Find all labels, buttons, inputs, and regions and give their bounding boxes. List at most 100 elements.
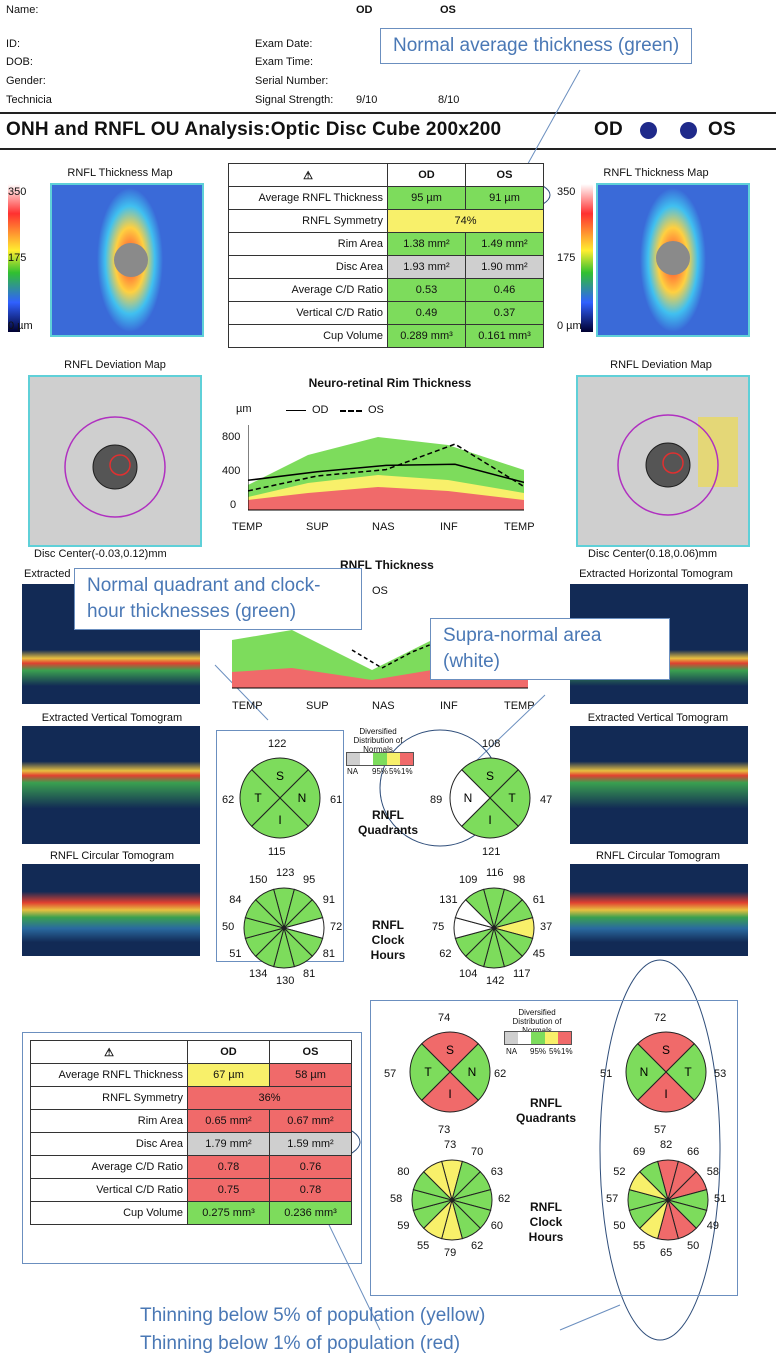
q1os-quadrant-letter: S: [486, 769, 494, 783]
clock-hour-value: 45: [532, 948, 545, 960]
thickness-map-title-od: RNFL Thickness Map: [67, 167, 173, 179]
legend-os-line: [340, 410, 362, 412]
q1os-sector-3: [449, 769, 491, 827]
swatch-5: [386, 753, 400, 765]
c1os-clock-11: [465, 888, 495, 930]
clock-hour-value: 131: [439, 894, 458, 906]
table2-head-od: OD: [187, 1040, 270, 1064]
q2od-sector-0: [421, 1031, 479, 1073]
q2-od-top: 74: [438, 1012, 451, 1024]
rim-chart-svg: [248, 425, 524, 511]
clock-hour-value: 134: [249, 967, 268, 980]
value-os: 0.67 mm²: [269, 1109, 352, 1133]
value-od: 0.289 mm³: [387, 324, 466, 348]
c2od-clock-11: [423, 1160, 453, 1202]
row-label: Vertical C/D Ratio: [228, 301, 388, 325]
value-od: 95 µm: [387, 186, 466, 210]
table-row: Average C/D Ratio 0.53 0.46: [228, 278, 544, 302]
legend2-95: 95%: [530, 1047, 547, 1056]
optic-disc-os: [656, 241, 690, 275]
tick-x-inf: INF: [440, 521, 458, 533]
table-row: Disc Area 1.79 mm² 1.59 mm²: [30, 1132, 352, 1156]
circular-title-od: RNFL Circular Tomogram: [49, 850, 175, 862]
clock-label-1: Clock: [371, 933, 405, 947]
callout-normal-average: Normal average thickness (green): [380, 28, 693, 64]
clock-hour-value: 73: [444, 1139, 457, 1151]
q2os-sector-3: [625, 1043, 667, 1101]
tomogram-circular-os: [570, 864, 748, 956]
legend-od-label: OD: [312, 404, 329, 416]
deviation-map-od: [28, 375, 202, 547]
q2od-sector-2: [421, 1071, 479, 1113]
value-od: 0.275 mm³: [187, 1201, 270, 1225]
extracted-h-title-os: Extracted Horizontal Tomogram: [579, 568, 733, 580]
q2od-quadrant-letter: S: [446, 1043, 454, 1057]
pointer-normal-quadrant: [214, 664, 269, 721]
clock-hour-value: 58: [390, 1193, 403, 1205]
table2-head-os: OS: [269, 1040, 352, 1064]
callout-thinning-5: Thinning below 5% of population (yellow): [140, 1305, 486, 1326]
scale-mid-od: 175: [8, 252, 27, 264]
value-os: 0.37: [465, 301, 544, 325]
signal-od: 9/10: [356, 94, 378, 106]
value-od: 0.53: [387, 278, 466, 302]
q2od-quadrant-letter: N: [468, 1065, 477, 1079]
callout-thinning: Thinning below 5% of population (yellow)…: [140, 1302, 485, 1358]
q1od-quadrant-letter: I: [278, 813, 281, 827]
value-os: 0.78: [269, 1178, 352, 1202]
od-marker-icon: [640, 122, 657, 139]
q1od-quadrant-letter: N: [298, 791, 307, 805]
warning-icon: ⚠: [303, 169, 313, 182]
deviation-overlay-od: [64, 416, 166, 518]
q2os-sector-1: [665, 1043, 707, 1101]
q1od-sector-2: [251, 797, 309, 839]
parameters-table-top: ⚠ OD OS Average RNFL Thickness 95 µm 91 …: [228, 163, 544, 348]
callout-thinning-1: Thinning below 1% of population (red): [140, 1333, 461, 1354]
q2os-quadrant-letter: N: [640, 1065, 649, 1079]
clock-hour-value: 84: [229, 894, 242, 906]
value-od: 0.75: [187, 1178, 270, 1202]
q1-os-bottom: 121: [482, 846, 501, 858]
q1os-quadrant-letter: I: [488, 813, 491, 827]
value-od: 0.78: [187, 1155, 270, 1179]
tomogram-vertical-od: [22, 726, 200, 844]
tomogram-circular-od: [22, 864, 200, 956]
warning-icon-2: ⚠: [104, 1046, 114, 1059]
name-label: Name:: [6, 4, 39, 16]
clock-hour-value: 62: [471, 1239, 484, 1252]
q1os-sector-2: [461, 797, 519, 839]
legend1-swatches: [346, 752, 414, 766]
legend2-5: 5%: [549, 1047, 561, 1056]
q1-od-left: 62: [222, 794, 235, 806]
q2os-quadrant-letter: S: [662, 1043, 670, 1057]
rnfl-label-3: RNFL: [530, 1096, 562, 1110]
clock-hour-value: 37: [540, 921, 553, 933]
row-label: Cup Volume: [30, 1201, 188, 1225]
q2-od-left: 57: [384, 1068, 397, 1080]
id-label: ID:: [6, 38, 21, 50]
extracted-v-title-od: Extracted Vertical Tomogram: [41, 712, 183, 724]
color-scale-od: [8, 184, 20, 332]
page-title: ONH and RNFL OU Analysis:Optic Disc Cube…: [6, 119, 502, 140]
gender-label: Gender:: [6, 75, 46, 87]
title-os-label: OS: [708, 119, 736, 140]
value-os: 0.76: [269, 1155, 352, 1179]
value-od: 0.49: [387, 301, 466, 325]
parameters-table-bottom: ⚠ OD OS Average RNFL Thickness 67 µm 58 …: [30, 1040, 352, 1225]
clock-hour-value: 50: [613, 1220, 626, 1232]
clock-hour-value: 69: [633, 1146, 646, 1159]
row-label: Disc Area: [30, 1132, 188, 1156]
rim-chart-unit: µm: [236, 403, 252, 415]
q1od-sector-3: [239, 769, 281, 827]
value-symmetry: 74%: [387, 209, 544, 233]
signal-strength-label: Signal Strength:: [255, 94, 334, 106]
value-os: 58 µm: [269, 1063, 352, 1087]
value-od: 1.79 mm²: [187, 1132, 270, 1156]
q1-od-right: 61: [330, 794, 343, 806]
callout-supra-normal: Supra-normal area (white): [430, 618, 670, 680]
thickness-map-title-os: RNFL Thickness Map: [603, 167, 709, 179]
clock-hour-value: 65: [660, 1247, 673, 1259]
extracted-h-title-od: Extracted: [24, 568, 71, 580]
q1od-quadrant-letter: S: [276, 769, 284, 783]
quadrants-label-2: Quadrants: [515, 1111, 576, 1125]
